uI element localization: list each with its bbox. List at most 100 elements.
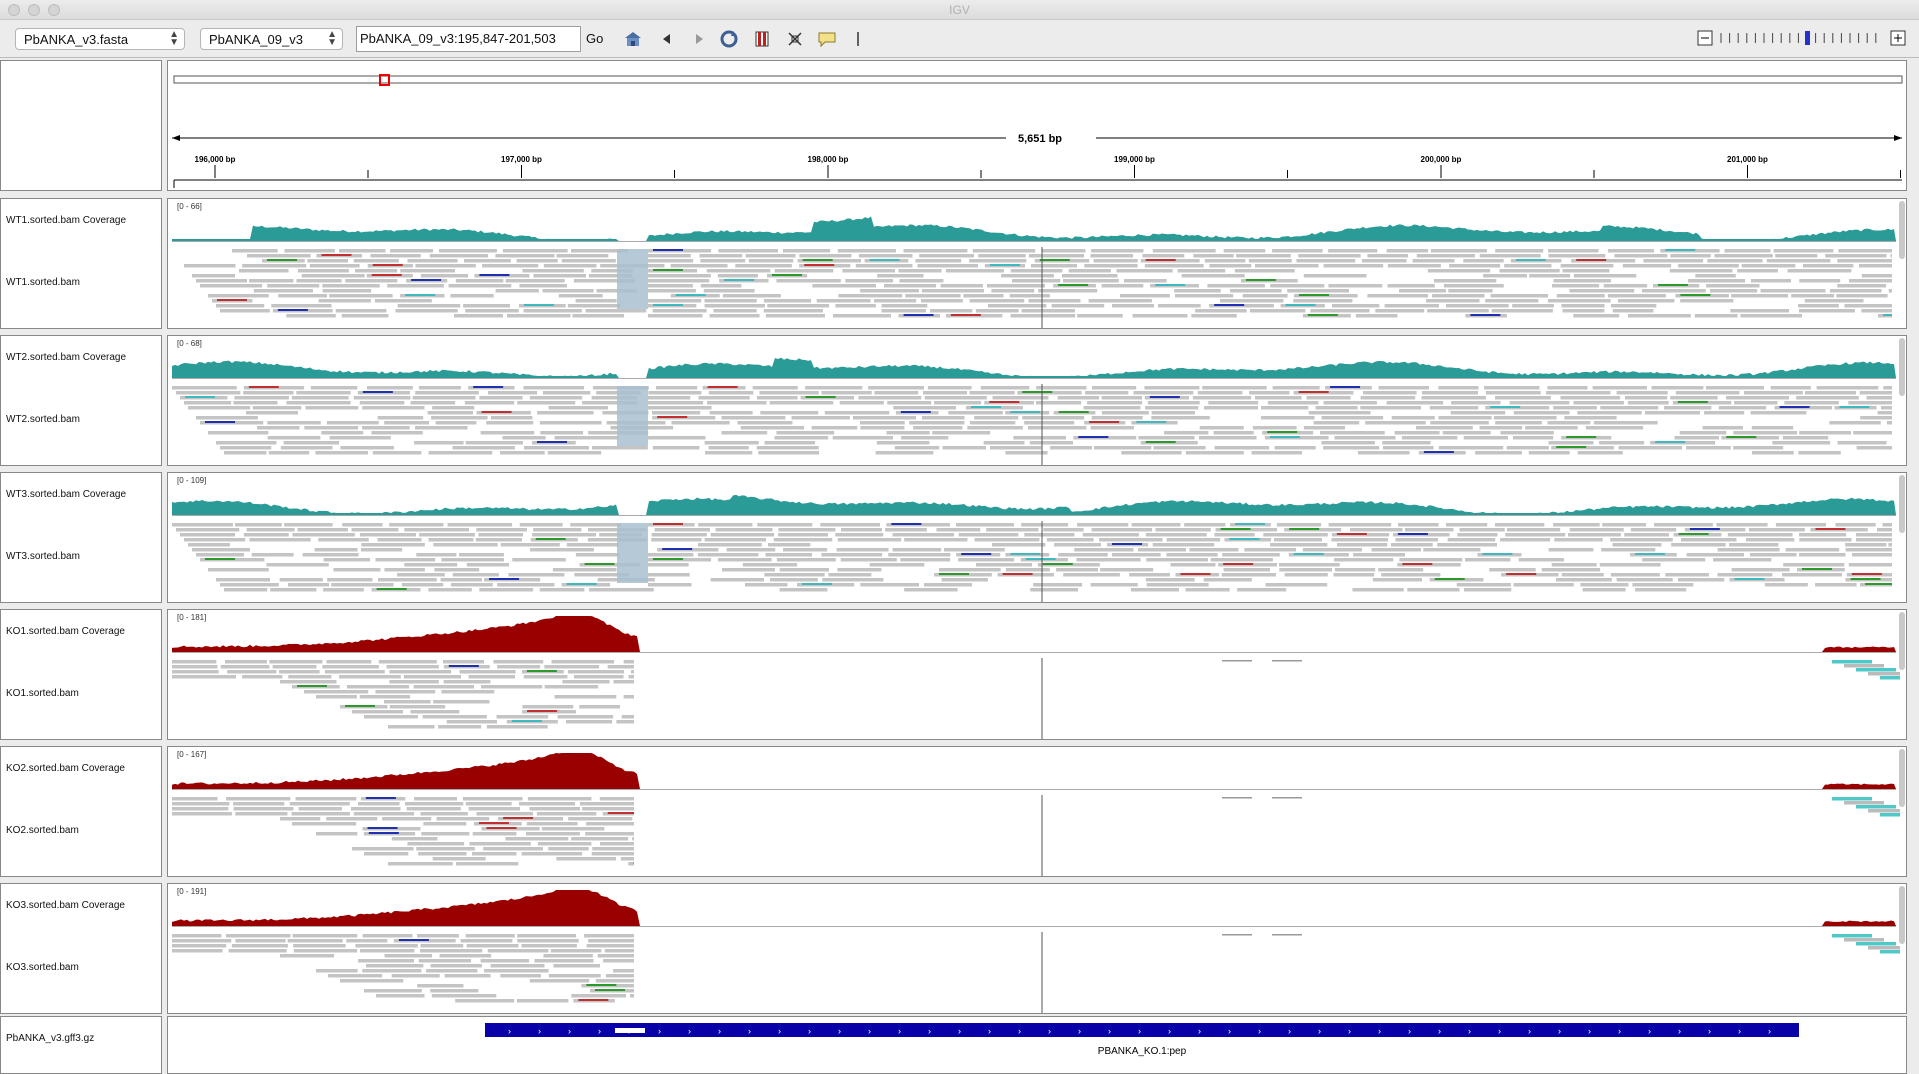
read-alignments[interactable] (172, 934, 1900, 1003)
coverage-histogram[interactable] (172, 357, 1896, 378)
track-scrollbar[interactable] (1899, 475, 1905, 533)
read-alignments[interactable] (172, 523, 1892, 592)
coverage-range-label: [0 - 109] (177, 476, 207, 485)
fit-icon[interactable] (785, 29, 805, 49)
zoom-widget[interactable] (1697, 28, 1907, 48)
coverage-range-label: [0 - 191] (177, 887, 207, 896)
svg-text:›: › (1138, 1026, 1141, 1036)
coverage-histogram[interactable] (172, 616, 1896, 652)
svg-text:›: › (1408, 1026, 1411, 1036)
svg-text:›: › (1258, 1026, 1261, 1036)
coverage-range-label: [0 - 181] (177, 613, 207, 622)
coverage-range-label: [0 - 66] (177, 202, 202, 211)
svg-text:›: › (1078, 1026, 1081, 1036)
svg-text:›: › (1738, 1026, 1741, 1036)
alignment-view[interactable] (172, 336, 1900, 467)
coverage-track-label[interactable]: WT2.sorted.bam Coverage (6, 352, 127, 363)
svg-text:›: › (1228, 1026, 1231, 1036)
svg-text:›: › (748, 1026, 751, 1036)
svg-text:›: › (1528, 1026, 1531, 1036)
coverage-histogram[interactable] (172, 890, 1896, 926)
genome-select-value: PbANKA_v3.fasta (24, 32, 129, 47)
coverage-track-label[interactable]: KO3.sorted.bam Coverage (6, 900, 125, 911)
forward-icon[interactable] (689, 29, 709, 49)
alignment-view[interactable] (172, 747, 1900, 878)
read-alignments[interactable] (184, 249, 1892, 318)
svg-text:›: › (598, 1026, 601, 1036)
title-bar: IGV (0, 0, 1919, 20)
roi-icon[interactable] (752, 29, 772, 49)
coverage-histogram[interactable] (172, 216, 1896, 241)
genome-select[interactable]: PbANKA_v3.fasta ▲ ▼ (15, 28, 185, 50)
chromosome-select-value: PbANKA_09_v3 (209, 32, 303, 47)
read-alignments[interactable] (172, 386, 1892, 455)
track-name-panel: WT2.sorted.bam Coverage WT2.sorted.bam (0, 335, 162, 466)
coverage-track-label[interactable]: KO1.sorted.bam Coverage (6, 626, 125, 637)
svg-text:›: › (1168, 1026, 1171, 1036)
coverage-track-label[interactable]: WT1.sorted.bam Coverage (6, 215, 127, 226)
read-alignments[interactable] (172, 797, 1900, 866)
reads-track-label[interactable]: KO1.sorted.bam (6, 688, 79, 699)
track-data-panel: [0 - 167] (167, 746, 1907, 877)
span-right-arrow (1894, 135, 1902, 141)
alignment-view[interactable] (172, 884, 1900, 1015)
svg-text:›: › (658, 1026, 661, 1036)
chromosome-select[interactable]: PbANKA_09_v3 ▲ ▼ (200, 28, 343, 50)
gene-feature[interactable]: › › › › › › › › › › › › › › › › › › › › › › › › › › › › › › › › › › › › › › › ›… (168, 1017, 1908, 1074)
track-scrollbar[interactable] (1899, 886, 1905, 944)
ruler-panel: 5,651 bp 196,000 bp 197,000 bp 198,000 bp 1… (167, 60, 1907, 191)
locus-input[interactable]: PbANKA_09_v3:195,847-201,503 (356, 26, 581, 52)
annotation-panel: › › › › › › › › › › › › › › › › › › › › › › › › › › › › › › › › › › › › › › › ›… (167, 1016, 1907, 1074)
reads-track-label[interactable]: WT3.sorted.bam (6, 551, 80, 562)
deleted-region (617, 523, 648, 583)
go-button[interactable]: Go (586, 31, 604, 46)
divider-icon (857, 32, 859, 46)
read-alignments[interactable] (172, 660, 1900, 729)
back-icon[interactable] (657, 29, 677, 49)
reads-track-label[interactable]: KO3.sorted.bam (6, 962, 79, 973)
track-name-panel: WT3.sorted.bam Coverage WT3.sorted.bam (0, 472, 162, 603)
svg-text:›: › (988, 1026, 991, 1036)
track-scrollbar[interactable] (1899, 612, 1905, 670)
svg-text:›: › (1558, 1026, 1561, 1036)
gene-exon[interactable] (485, 1023, 1799, 1037)
ruler: 5,651 bp 196,000 bp 197,000 bp 198,000 bp 1… (172, 74, 1903, 188)
refresh-icon[interactable] (719, 29, 739, 49)
track-data-panel: [0 - 109] (167, 472, 1907, 603)
coverage-track-label[interactable]: WT3.sorted.bam Coverage (6, 489, 127, 500)
reads-track-label[interactable]: WT2.sorted.bam (6, 414, 80, 425)
ruler-tick-label: 199,000 bp (1114, 155, 1155, 164)
svg-text:›: › (1468, 1026, 1471, 1036)
svg-text:›: › (1108, 1026, 1111, 1036)
ruler-tick-label: 200,000 bp (1421, 155, 1462, 164)
svg-text:›: › (1438, 1026, 1441, 1036)
coverage-histogram[interactable] (172, 494, 1896, 515)
zoom-level-marker[interactable] (1805, 31, 1810, 45)
track-scrollbar[interactable] (1899, 201, 1905, 259)
track-scrollbar[interactable] (1899, 338, 1905, 396)
toolbar: PbANKA_v3.fasta ▲ ▼ PbANKA_09_v3 ▲ ▼ (0, 20, 1919, 58)
svg-text:›: › (1048, 1026, 1051, 1036)
alignment-view[interactable] (172, 473, 1900, 604)
svg-text:›: › (1648, 1026, 1651, 1036)
reads-track-label[interactable]: WT1.sorted.bam (6, 277, 80, 288)
popup-icon[interactable] (817, 29, 837, 49)
coverage-range-label: [0 - 68] (177, 339, 202, 348)
close-window-button[interactable] (8, 4, 20, 16)
reads-track-label[interactable]: KO2.sorted.bam (6, 825, 79, 836)
coverage-range-label: [0 - 167] (177, 750, 207, 759)
coverage-track-label[interactable]: KO2.sorted.bam Coverage (6, 763, 125, 774)
zoom-window-button[interactable] (48, 4, 60, 16)
alignment-view[interactable] (172, 610, 1900, 741)
coverage-histogram[interactable] (172, 753, 1896, 789)
svg-text:›: › (1018, 1026, 1021, 1036)
track-scrollbar[interactable] (1899, 749, 1905, 807)
minimize-window-button[interactable] (28, 4, 40, 16)
home-icon[interactable] (623, 29, 643, 49)
annotation-track-label[interactable]: PbANKA_v3.gff3.gz (6, 1033, 95, 1044)
svg-text:›: › (1498, 1026, 1501, 1036)
chromosome-ideogram[interactable] (173, 75, 1903, 84)
svg-text:›: › (1198, 1026, 1201, 1036)
svg-text:›: › (808, 1026, 811, 1036)
alignment-view[interactable] (172, 199, 1900, 330)
